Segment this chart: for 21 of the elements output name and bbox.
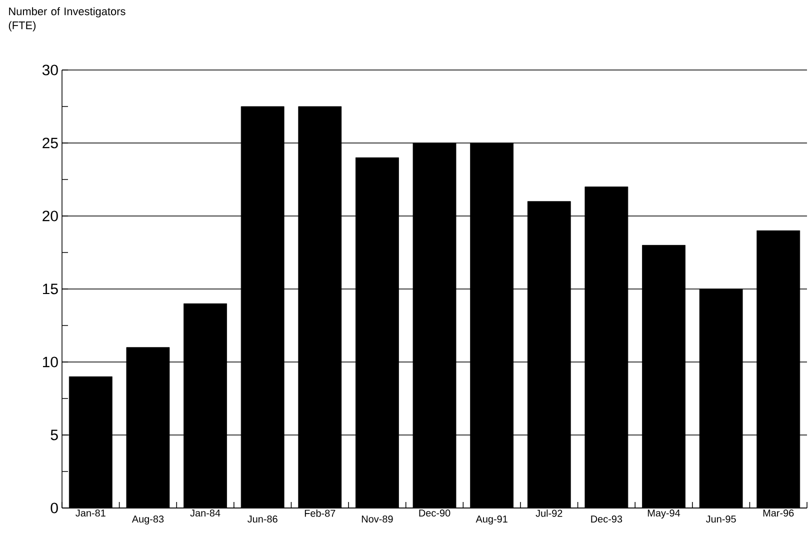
x-tick-label: Jan-84 [190,510,220,517]
y-tick-label: 30 [42,64,58,76]
x-tick-label: Nov-89 [362,516,393,523]
y-axis-title: Number of Investigators (FTE) [8,7,126,32]
y-tick-label: 5 [50,430,58,440]
x-tick-label: Jan-81 [76,510,106,517]
x-tick-label: Aug-83 [132,516,164,525]
x-tick-label: Aug-91 [476,516,508,525]
x-tick-label: May-94 [648,510,680,519]
x-tick-label: Feb-87 [304,510,336,517]
x-tick-label: Jul-92 [536,510,562,517]
y-tick-label: 25 [42,138,58,148]
y-tick-label: 0 [50,502,58,514]
x-tick-label: Mar-96 [763,510,794,517]
x-tick-label: Jun-86 [248,516,278,523]
y-tick-label: 20 [42,210,58,222]
x-tick-label: Dec-93 [591,516,622,523]
x-tick-label: Jun-95 [706,516,736,523]
y-tick-label: 15 [43,284,58,294]
x-tick-label: Dec-90 [419,510,450,517]
y-tick-label: 10 [43,356,58,368]
